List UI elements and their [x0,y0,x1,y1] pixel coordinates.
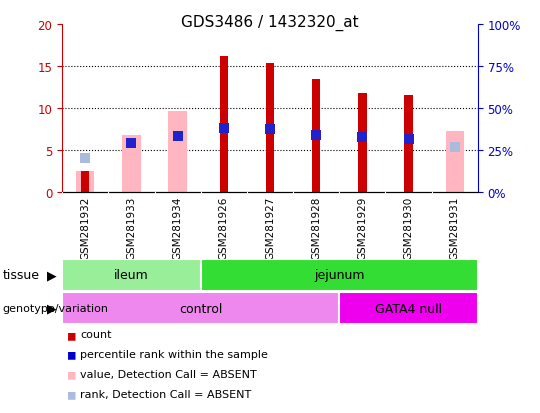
Text: value, Detection Call = ABSENT: value, Detection Call = ABSENT [80,369,256,379]
Point [450,145,459,151]
Text: GSM281928: GSM281928 [311,196,321,259]
Text: GATA4 null: GATA4 null [375,302,442,315]
Text: ▶: ▶ [46,269,56,282]
Point [404,136,413,142]
Text: ▶: ▶ [46,302,56,315]
Bar [266,64,274,192]
Bar [62,292,339,324]
Text: control: control [179,302,222,315]
Point [266,126,274,133]
Text: GSM281934: GSM281934 [173,196,183,259]
Text: GSM281932: GSM281932 [80,196,90,259]
Bar [404,96,413,192]
Bar [201,259,478,291]
Text: GSM281930: GSM281930 [403,196,414,259]
Point [81,155,90,162]
Bar [312,80,320,192]
Bar [168,112,187,192]
Text: ■: ■ [68,328,75,341]
Text: rank, Detection Call = ABSENT: rank, Detection Call = ABSENT [80,389,251,399]
Point [219,125,228,132]
Bar [446,132,464,192]
Text: ■: ■ [68,348,75,361]
Text: GSM281927: GSM281927 [265,196,275,259]
Text: ■: ■ [68,368,75,381]
Text: GSM281933: GSM281933 [126,196,137,259]
Point [81,155,90,162]
Text: tissue: tissue [3,269,40,282]
Text: GDS3486 / 1432320_at: GDS3486 / 1432320_at [181,14,359,31]
Text: genotype/variation: genotype/variation [3,303,109,313]
Bar [76,171,94,192]
Text: percentile rank within the sample: percentile rank within the sample [80,349,268,359]
Text: GSM281929: GSM281929 [357,196,367,259]
Bar [220,57,228,192]
Point [173,133,182,140]
Point [127,140,136,147]
Bar [81,171,89,192]
Point [312,133,321,139]
Bar [339,292,478,324]
Text: ■: ■ [68,387,75,401]
Bar [358,94,367,192]
Bar [62,259,201,291]
Text: ileum: ileum [114,269,149,282]
Text: jejunum: jejunum [314,269,364,282]
Text: count: count [80,330,111,339]
Bar [122,135,140,192]
Text: GSM281926: GSM281926 [219,196,229,259]
Point [358,134,367,141]
Text: GSM281931: GSM281931 [450,196,460,259]
